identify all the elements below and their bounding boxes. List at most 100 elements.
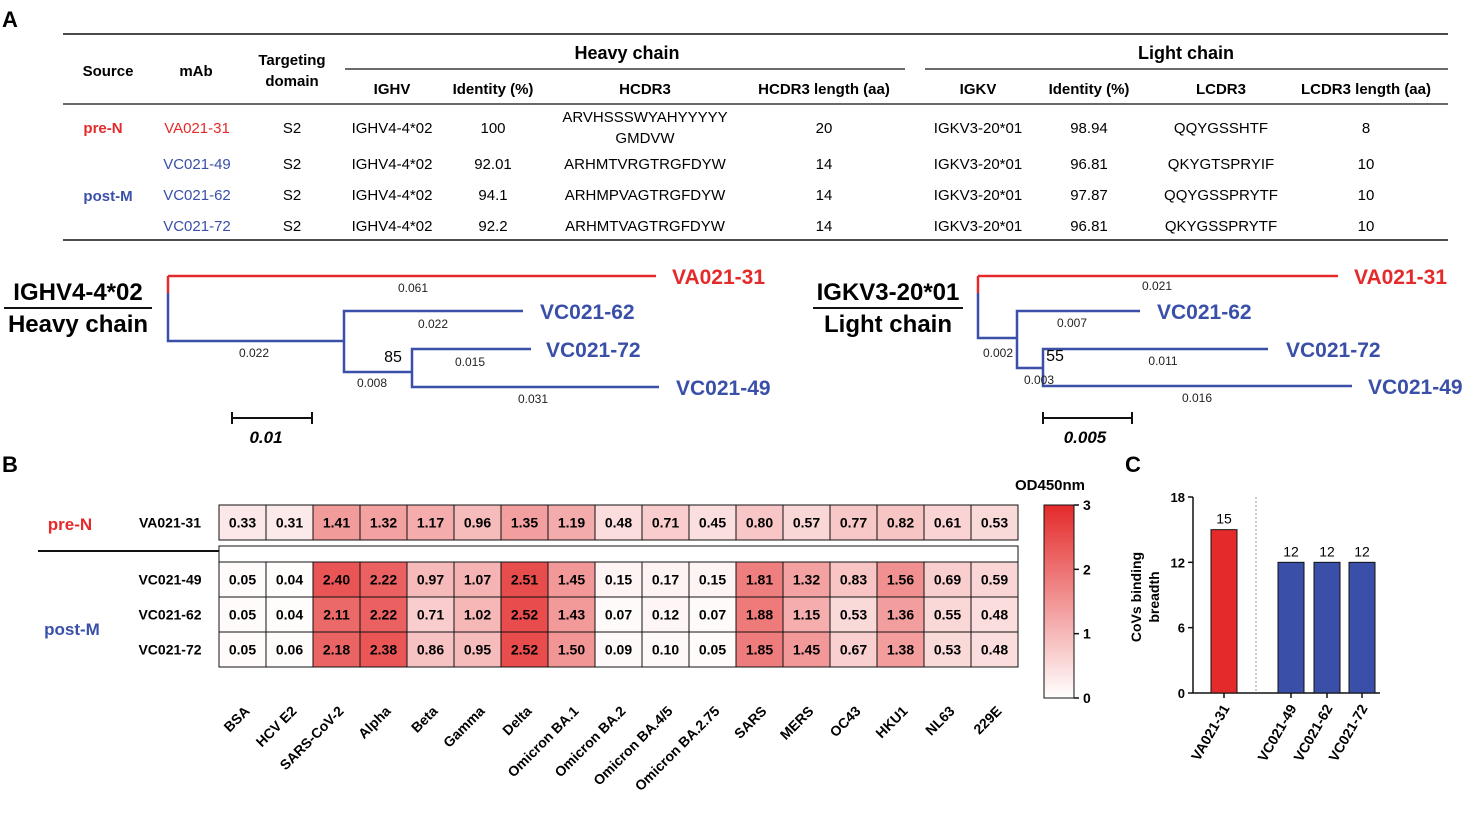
heatmap-cell-value: 1.81 <box>746 572 773 588</box>
heatmap-cell <box>829 631 878 668</box>
light-leaf-va021-31: VA021-31 <box>1354 266 1447 289</box>
heatmap-column-label: Omicron BA.2.75 <box>632 703 723 794</box>
heatmap-cell-value: 0.17 <box>652 572 679 588</box>
heatmap-cell-value: 1.32 <box>370 515 397 531</box>
panel-c: C CoVs binding breadth 0 6 12 18 15 VA021-31 1… <box>1125 452 1380 764</box>
heatmap-cell-value: 0.05 <box>229 607 256 623</box>
heatmap-cell-value: 1.38 <box>887 642 914 658</box>
cell-mab: VC021-72 <box>163 218 231 235</box>
cell-mab: VA021-31 <box>164 120 230 137</box>
cell-igkv: IGKV3-20*01 <box>934 156 1022 173</box>
table-row: VC021-49 S2 IGHV4-4*02 92.01 ARHMTVRGTRG… <box>163 156 1374 173</box>
heavy-branch-length: 0.022 <box>418 317 448 331</box>
heatmap-column-label: Gamma <box>440 703 488 751</box>
cell-lcdr3: QKYGTSPRYIF <box>1168 156 1274 173</box>
cell-domain: S2 <box>283 187 301 204</box>
heatmap-cell-value: 0.57 <box>793 515 820 531</box>
heatmap-cell-value: 0.45 <box>699 515 726 531</box>
heatmap-cell-value: 2.22 <box>370 572 397 588</box>
light-bootstrap: 55 <box>1046 348 1064 365</box>
heatmap-cell-value: 1.15 <box>793 607 820 623</box>
cell-lcdr3-length: 10 <box>1358 187 1375 204</box>
heatmap-cell-value: 0.07 <box>605 607 632 623</box>
heatmap-cell-value: 0.53 <box>840 607 867 623</box>
heatmap-row-label: VC021-49 <box>138 572 201 588</box>
bar <box>1348 561 1376 694</box>
colorbar-gradient <box>1043 504 1075 699</box>
heatmap-column-label: Beta <box>408 703 441 736</box>
heatmap-column-label: 229E <box>970 703 1004 737</box>
heatmap-column-label: SARS <box>731 703 770 742</box>
heatmap-cell-value: 0.53 <box>934 642 961 658</box>
bar-y-axis-label: CoVs binding breadth <box>1128 552 1162 642</box>
heatmap-column-label: OC43 <box>826 703 863 740</box>
heatmap-cell-value: 1.36 <box>887 607 914 623</box>
heatmap-group-post-m: post-M <box>44 620 100 639</box>
cell-lcdr3-length: 10 <box>1358 218 1375 235</box>
heatmap-cell-value: 2.52 <box>511 607 538 623</box>
cell-hcdr3: ARHMTVAGTRGFDYW <box>565 218 726 235</box>
heatmap-column-label: MERS <box>777 703 817 743</box>
heatmap-cell <box>406 561 455 598</box>
cell-lcdr3: QQYGSSPRYTF <box>1164 187 1278 204</box>
heatmap-cell-value: 0.05 <box>229 642 256 658</box>
heavy-tree-subtitle: Heavy chain <box>8 311 148 338</box>
heatmap-cell-value: 1.07 <box>464 572 491 588</box>
heatmap-cell-value: 0.05 <box>699 642 726 658</box>
light-branch-length: 0.021 <box>1142 279 1172 293</box>
light-branch-length: 0.011 <box>1148 354 1177 368</box>
cell-lcdr3-length: 10 <box>1358 156 1375 173</box>
colorbar-tick-label: 1 <box>1083 626 1091 642</box>
table-header: Source mAb Targeting domain Heavy chain … <box>83 43 1431 98</box>
heavy-tree-title: IGHV4-4*02 <box>13 279 142 306</box>
heatmap-cell <box>923 596 972 633</box>
heatmap-cell <box>782 596 831 633</box>
light-branch-length: 0.007 <box>1057 316 1087 330</box>
cell-domain: S2 <box>283 120 301 137</box>
header-hcdr3-length: HCDR3 length (aa) <box>758 81 890 98</box>
heavy-leaf-vc021-49: VC021-49 <box>676 377 771 400</box>
heatmap-colorbar: 0 1 2 3 <box>1043 497 1091 706</box>
heatmap-cell <box>547 504 596 541</box>
heatmap-cell-value: 0.80 <box>746 515 773 531</box>
heatmap-group-pre-n: pre-N <box>48 515 92 534</box>
heavy-branch-length: 0.008 <box>357 376 387 390</box>
light-branch-post-m <box>976 293 1352 388</box>
heatmap-cell-value: 2.40 <box>323 572 350 588</box>
heatmap-column-label: BSA <box>220 703 252 735</box>
bar-y-tick-label: 6 <box>1178 621 1185 636</box>
heatmap-cell <box>829 561 878 598</box>
heatmap-title: OD450nm <box>1015 477 1085 494</box>
heatmap-cell <box>735 596 784 633</box>
heatmap-row-label: VA021-31 <box>139 515 201 531</box>
header-heavy-chain: Heavy chain <box>574 43 679 63</box>
bar-y-label-line1: CoVs binding <box>1128 552 1144 642</box>
bar <box>1313 561 1341 694</box>
panel-label-a: A <box>2 7 18 32</box>
heatmap-cell <box>876 596 925 633</box>
light-branch-length: 0.003 <box>1024 373 1054 387</box>
heatmap-cell-value: 1.35 <box>511 515 538 531</box>
heatmap-cell-value: 1.32 <box>793 572 820 588</box>
heatmap-cell-value: 0.31 <box>276 515 303 531</box>
heatmap-cell-value: 0.97 <box>417 572 444 588</box>
bar-value-label: 15 <box>1216 511 1232 527</box>
heatmap-cell <box>970 596 1019 633</box>
heatmap-cell-value: 1.88 <box>746 607 773 623</box>
cell-l-identity: 96.81 <box>1070 156 1108 173</box>
heatmap-cell-value: 0.48 <box>981 642 1008 658</box>
heatmap-cell-value: 0.71 <box>417 607 444 623</box>
bar-category-label: VA021-31 <box>1188 701 1233 763</box>
heavy-leaf-vc021-62: VC021-62 <box>540 301 635 324</box>
cell-igkv: IGKV3-20*01 <box>934 218 1022 235</box>
table-body: VA021-31 S2 IGHV4-4*02 100 ARVHSSSWYAHYY… <box>163 109 1374 235</box>
heatmap-cell-value: 1.41 <box>323 515 350 531</box>
panel-label-b: B <box>2 452 18 477</box>
light-leaf-vc021-62: VC021-62 <box>1157 301 1252 324</box>
cell-h-identity: 92.2 <box>478 218 507 235</box>
bar-value-label: 12 <box>1283 543 1299 559</box>
heatmap-row-label: VC021-62 <box>138 607 201 623</box>
table-groups: pre-N post-M <box>83 120 132 205</box>
heatmap-cell-value: 0.53 <box>981 515 1008 531</box>
